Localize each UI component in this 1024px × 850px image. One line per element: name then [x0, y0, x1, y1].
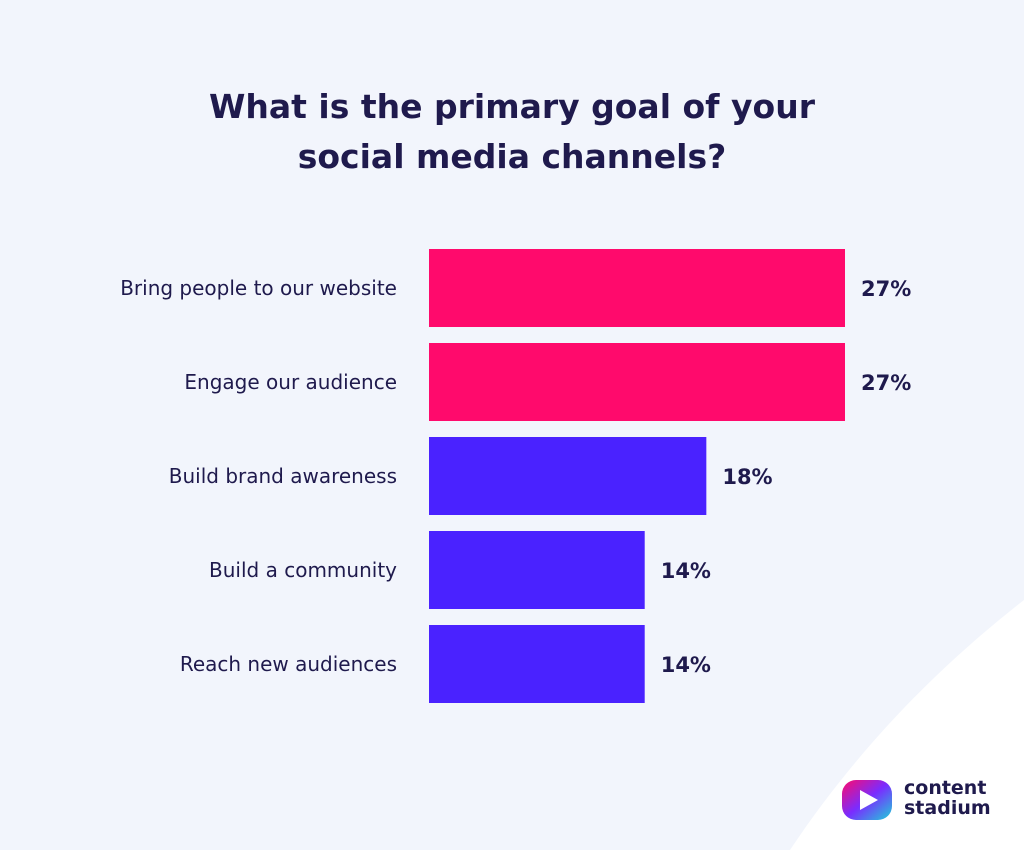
value-label: 27% [861, 277, 911, 301]
bar [429, 343, 845, 421]
title-line-2: social media channels? [297, 137, 727, 176]
category-label: Build brand awareness [169, 464, 397, 488]
brand-line-2: stadium [904, 797, 991, 819]
category-label: Reach new audiences [180, 652, 397, 676]
title-line-1: What is the primary goal of your [209, 87, 815, 126]
brand-wordmark: content stadium [904, 778, 991, 818]
value-label: 14% [661, 653, 711, 677]
play-logo-icon [842, 780, 892, 820]
value-label: 14% [661, 559, 711, 583]
value-label: 18% [722, 465, 772, 489]
category-label: Build a community [209, 558, 397, 582]
value-label: 27% [861, 371, 911, 395]
bar [429, 437, 707, 515]
bar [429, 249, 845, 327]
category-label: Bring people to our website [120, 276, 397, 300]
brand-line-1: content [904, 777, 987, 799]
bar [429, 625, 645, 703]
bar [429, 531, 645, 609]
chart-title: What is the primary goal of your social … [0, 82, 1024, 182]
category-label: Engage our audience [184, 370, 397, 394]
